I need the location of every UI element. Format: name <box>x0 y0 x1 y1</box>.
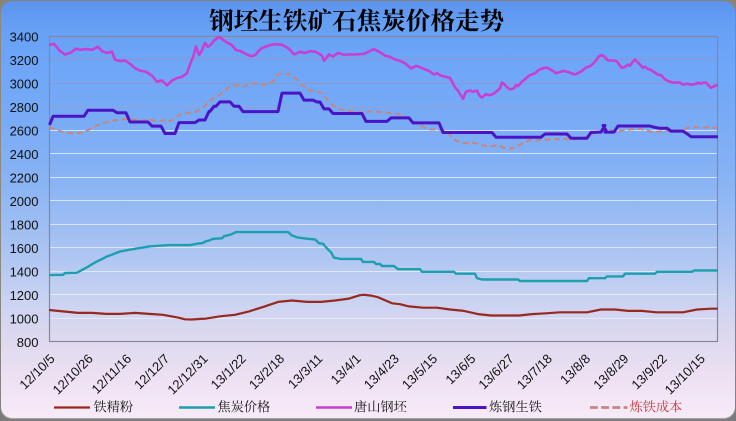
svg-text:13/4/23: 13/4/23 <box>361 351 402 392</box>
svg-text:13/1/22: 13/1/22 <box>208 351 249 392</box>
svg-text:13/6/27: 13/6/27 <box>475 351 516 392</box>
svg-text:13/7/18: 13/7/18 <box>514 351 555 392</box>
svg-text:3200: 3200 <box>10 53 39 68</box>
svg-text:13/3/11: 13/3/11 <box>285 351 326 392</box>
svg-text:1400: 1400 <box>10 264 39 279</box>
svg-text:2000: 2000 <box>10 194 39 209</box>
svg-text:12/11/16: 12/11/16 <box>89 351 135 397</box>
svg-text:13/10/15: 13/10/15 <box>662 351 708 397</box>
svg-text:13/4/1: 13/4/1 <box>328 351 364 387</box>
svg-text:12/12/31: 12/12/31 <box>164 351 210 397</box>
svg-text:13/8/8: 13/8/8 <box>557 351 593 387</box>
svg-text:12/10/26: 12/10/26 <box>50 351 96 397</box>
svg-text:13/2/18: 13/2/18 <box>246 351 287 392</box>
svg-text:1600: 1600 <box>10 241 39 256</box>
svg-text:2400: 2400 <box>10 147 39 162</box>
svg-text:3400: 3400 <box>10 29 39 44</box>
svg-text:13/5/15: 13/5/15 <box>399 351 440 392</box>
svg-text:1000: 1000 <box>10 311 39 326</box>
svg-text:2200: 2200 <box>10 170 39 185</box>
svg-text:1200: 1200 <box>10 288 39 303</box>
svg-text:13/6/5: 13/6/5 <box>442 351 478 387</box>
svg-text:800: 800 <box>17 335 39 350</box>
svg-text:13/8/29: 13/8/29 <box>590 351 631 392</box>
svg-text:1800: 1800 <box>10 217 39 232</box>
svg-text:3000: 3000 <box>10 76 39 91</box>
svg-text:2600: 2600 <box>10 123 39 138</box>
svg-text:2800: 2800 <box>10 100 39 115</box>
